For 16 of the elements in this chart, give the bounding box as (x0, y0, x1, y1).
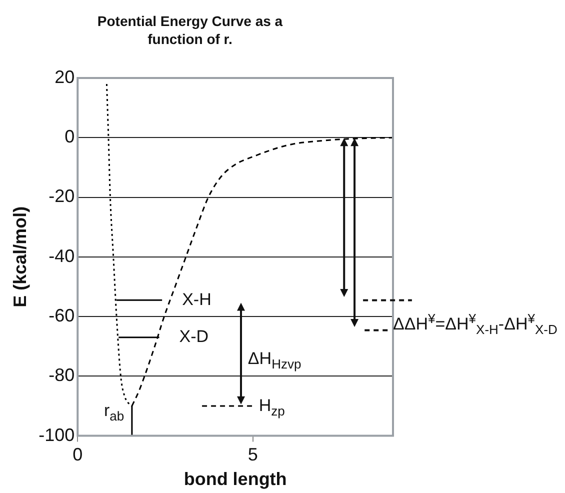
y-tick-label: -100 (38, 424, 75, 445)
y-tick-label: -80 (48, 365, 75, 386)
y-tick-label: -60 (48, 306, 75, 326)
y-tick-label: -20 (48, 186, 75, 206)
y-tick-label: 20 (54, 66, 75, 87)
x-tick-label: 5 (248, 444, 258, 465)
annotation: X-H (182, 290, 212, 310)
y-axis-title: E (kcal/mol) (10, 206, 30, 308)
chart-title: Potential Energy Curve as a function of r. (96, 12, 284, 48)
annotation: ΔH$_{Hzvp}$ (248, 348, 302, 372)
x-axis-title: bond length (184, 469, 287, 490)
annotation: r$_{ab}$ (104, 400, 124, 424)
y-tick-label: -40 (48, 246, 75, 266)
annotation: X-D (179, 327, 209, 346)
annotation: H$_{zp}$ (258, 396, 285, 418)
y-tick-label: 0 (64, 126, 75, 147)
